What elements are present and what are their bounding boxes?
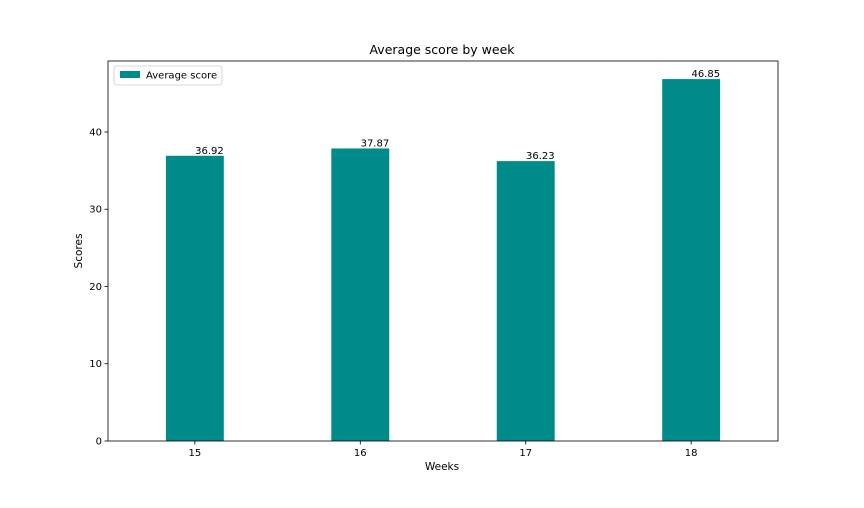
y-tick-label-40: 40 [89, 127, 102, 138]
chart-title: Average score by week [369, 42, 515, 57]
x-tick-label-17: 17 [519, 448, 532, 459]
x-tick-label-15: 15 [188, 448, 201, 459]
plot-area: 36.92 37.87 36.23 46.85 0 10 20 30 40 15 16 17 18 [89, 60, 779, 459]
y-tick-label-30: 30 [89, 205, 102, 216]
bar-week-15 [165, 155, 224, 442]
y-axis-label: Scores [73, 234, 85, 269]
bar-week-16 [331, 148, 390, 441]
bar-week-18 [662, 79, 721, 441]
legend-label-average-score: Average score [146, 71, 217, 82]
legend: Average score [113, 65, 223, 86]
x-tick-label-18: 18 [685, 448, 698, 459]
data-label-week-15: 36.92 [195, 146, 224, 157]
data-label-week-16: 37.87 [361, 138, 390, 149]
y-tick-label-0: 0 [96, 437, 102, 448]
y-tick-label-10: 10 [89, 359, 102, 370]
x-tick-label-16: 16 [354, 448, 367, 459]
axes-frame [107, 60, 779, 442]
y-tick-label-20: 20 [89, 282, 102, 293]
x-axis-label: Weeks [425, 461, 459, 473]
bar-week-17 [496, 161, 555, 441]
legend-swatch-average-score [120, 71, 140, 78]
data-label-week-18: 46.85 [691, 69, 720, 80]
data-label-week-17: 36.23 [526, 151, 555, 162]
legend-box [113, 65, 223, 86]
